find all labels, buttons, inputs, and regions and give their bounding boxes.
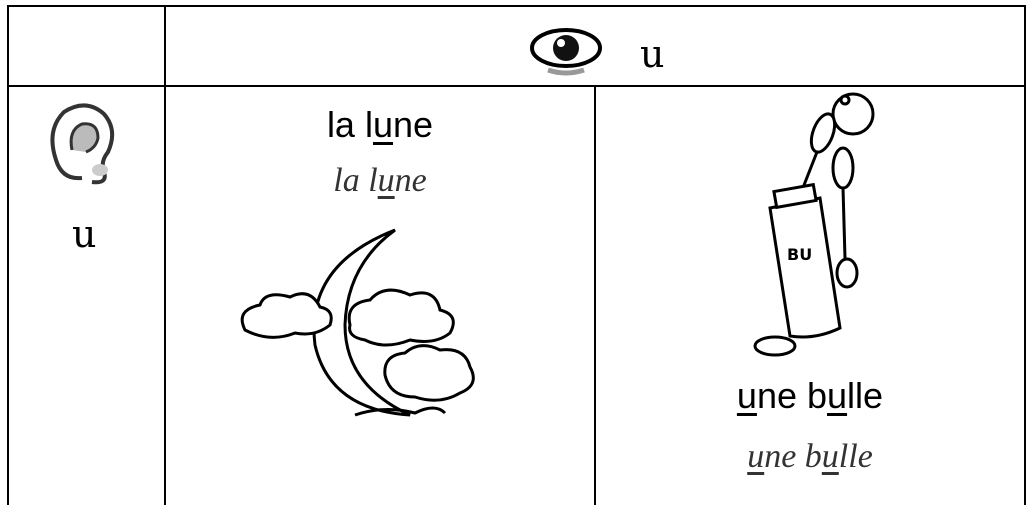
border-top xyxy=(7,5,1026,7)
underlined-letter: u xyxy=(377,162,395,199)
word-part: ne xyxy=(394,162,427,199)
word-part: lle xyxy=(838,438,873,475)
bubble-drawing: BU xyxy=(753,92,875,357)
underlined-letter: u xyxy=(827,375,848,416)
ear-icon xyxy=(50,103,115,185)
eye-icon xyxy=(530,28,602,76)
underlined-letter: u xyxy=(747,438,765,475)
border-row xyxy=(7,85,1026,87)
word-part: lle xyxy=(847,375,884,416)
moon-drawing xyxy=(240,228,475,417)
svg-text:BU: BU xyxy=(787,245,812,264)
underlined-letter: u xyxy=(821,438,839,475)
word-part: la l xyxy=(326,104,373,145)
word-part: ne b xyxy=(764,438,822,475)
border-col2 xyxy=(594,85,596,505)
border-right xyxy=(1024,5,1026,505)
sound-grapheme: u xyxy=(72,212,97,256)
border-col1 xyxy=(164,5,166,505)
word-part: ne b xyxy=(756,375,828,416)
underlined-letter: u xyxy=(372,104,393,145)
border-left xyxy=(7,5,9,505)
word-cursive: la lune xyxy=(166,162,594,200)
underlined-letter: u xyxy=(736,375,757,416)
word-cursive: une bulle xyxy=(596,438,1024,476)
word-print: une bulle xyxy=(596,375,1024,417)
word-part: ne xyxy=(393,104,434,145)
header-grapheme: u xyxy=(640,32,665,76)
word-part: la l xyxy=(333,162,378,199)
word-print: la lune xyxy=(166,104,594,146)
